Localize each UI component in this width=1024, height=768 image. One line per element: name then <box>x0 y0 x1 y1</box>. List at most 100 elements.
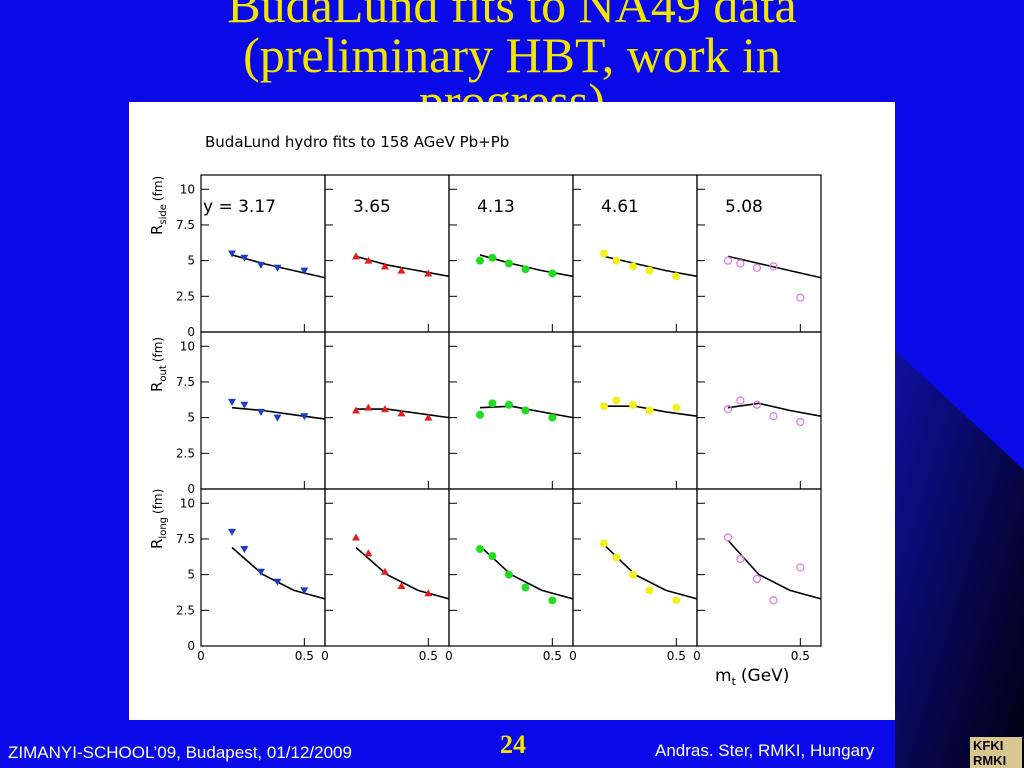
decor <box>895 350 1024 768</box>
y-label-sub: out <box>158 365 169 381</box>
chart-title: BudaLund hydro fits to 158 AGeV Pb+Pb <box>205 133 509 151</box>
page-number: 24 <box>500 730 526 759</box>
marker <box>273 264 282 272</box>
marker <box>504 400 513 409</box>
x-tick-label: 0.5 <box>667 649 686 663</box>
marker <box>645 586 654 595</box>
y-tick-label: 5 <box>187 254 195 268</box>
y-label-main: R <box>148 382 166 392</box>
fit-curve <box>355 255 450 278</box>
column-label: 4.61 <box>601 197 639 217</box>
marker <box>521 406 530 415</box>
y-label-unit: (fm) <box>151 337 165 362</box>
marker <box>600 402 608 411</box>
marker <box>352 533 360 541</box>
marker <box>736 554 745 564</box>
marker <box>628 570 637 579</box>
marker <box>723 533 733 542</box>
marker <box>228 250 236 258</box>
marker <box>752 263 762 272</box>
marker <box>240 254 249 262</box>
y-tick-label: 2.5 <box>176 289 195 303</box>
x-label-unit: (GeV) <box>741 666 790 686</box>
y-axis-label: Rlong (fm) <box>148 489 169 549</box>
column-label: y = 3.17 <box>203 197 276 217</box>
marker <box>769 596 778 605</box>
y-tick-label: 10 <box>180 339 195 353</box>
marker <box>612 396 621 405</box>
marker <box>397 266 406 274</box>
marker <box>672 403 681 412</box>
logo-text: RMKI <box>973 753 1006 768</box>
marker <box>273 414 282 422</box>
marker <box>476 256 484 265</box>
y-tick-label: 7.5 <box>176 218 195 232</box>
x-tick-label: 0.5 <box>419 649 438 663</box>
marker <box>628 400 637 409</box>
marker <box>240 401 249 409</box>
marker <box>752 574 762 584</box>
y-tick-label: 2.5 <box>176 603 195 617</box>
marker <box>424 589 433 597</box>
marker <box>476 544 484 553</box>
y-tick-label: 7.5 <box>176 375 195 389</box>
marker <box>600 539 608 548</box>
y-tick-label: 2.5 <box>176 446 195 460</box>
column-label: 4.13 <box>477 197 515 217</box>
column-label: 3.65 <box>353 197 391 217</box>
y-axis-label: Rside (fm) <box>148 176 169 235</box>
x-tick-label: 0 <box>445 649 453 663</box>
marker <box>736 396 745 405</box>
x-tick-label: 0 <box>693 649 701 663</box>
marker <box>548 413 557 422</box>
chart-image <box>129 102 895 720</box>
marker <box>548 269 557 278</box>
marker <box>736 259 745 268</box>
footer-left: ZIMANYI-SCHOOL’09, Budapest, 01/12/2009 <box>8 743 352 762</box>
marker <box>723 256 733 265</box>
y-label-main: R <box>148 225 166 235</box>
marker <box>476 410 484 419</box>
y-label-sub: long <box>158 517 169 539</box>
marker <box>256 261 265 269</box>
marker <box>228 528 236 536</box>
y-tick-label: 0 <box>187 325 195 339</box>
marker <box>645 406 654 415</box>
panel-frame <box>696 488 822 647</box>
marker <box>424 413 433 421</box>
x-tick-label: 0 <box>321 649 329 663</box>
x-tick-label: 0.5 <box>295 649 314 663</box>
marker <box>612 256 621 265</box>
y-tick-label: 0 <box>187 639 195 653</box>
y-tick-label: 0 <box>187 482 195 496</box>
marker <box>521 265 530 274</box>
marker <box>488 253 497 262</box>
marker <box>380 262 389 270</box>
marker <box>504 259 513 268</box>
marker <box>380 567 389 575</box>
marker <box>504 570 513 579</box>
marker <box>488 552 497 561</box>
marker <box>380 405 389 413</box>
marker <box>352 406 360 414</box>
marker <box>352 252 360 260</box>
marker <box>769 412 778 421</box>
footer-right: Andras. Ster, RMKI, Hungary <box>655 741 875 760</box>
marker <box>672 272 681 281</box>
marker <box>521 583 530 592</box>
marker <box>300 587 309 595</box>
marker <box>364 549 373 557</box>
plot: Rside (fm) 0 2.5 5 7.5 10 y = 3.17 3.65 4.13 4.61 5… <box>148 174 822 663</box>
marker <box>424 269 433 277</box>
marker <box>672 596 681 605</box>
marker <box>488 399 497 408</box>
marker <box>796 293 805 302</box>
fit-curve <box>355 546 450 600</box>
x-tick-label: 0.5 <box>791 649 810 663</box>
marker <box>752 400 762 409</box>
marker <box>645 266 654 275</box>
marker <box>628 262 637 271</box>
marker <box>612 553 621 562</box>
